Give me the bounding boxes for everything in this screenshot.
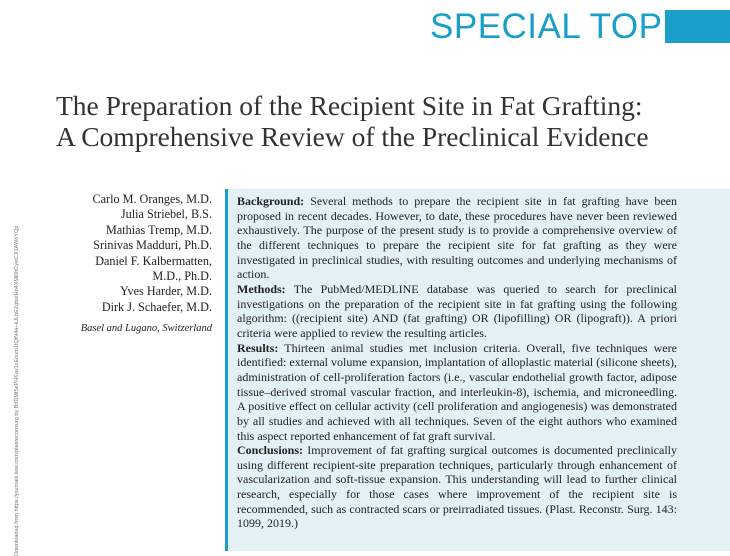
background-text: Several methods to prepare the recipient… (237, 194, 677, 282)
abstract: Background: Several methods to prepare t… (237, 194, 677, 531)
conclusions-label: Conclusions: (237, 443, 304, 458)
author-list: Carlo M. Oranges, M.D. Julia Striebel, B… (40, 192, 212, 337)
author: Dirk J. Schaefer, M.D. (101, 299, 212, 314)
abstract-conclusions: Conclusions: Improvement of fat grafting… (237, 443, 677, 531)
abstract-background: Background: Several methods to prepare t… (237, 194, 677, 282)
article-title: The Preparation of the Recipient Site in… (56, 90, 649, 152)
author: Daniel F. Kalbermatten, (95, 253, 212, 268)
author: Carlo M. Oranges, M.D. (92, 192, 213, 206)
banner-label: SPECIAL TOPIC (430, 7, 699, 46)
conclusions-text: Improvement of fat grafting surgical out… (237, 443, 678, 516)
download-watermark: Downloaded from https://journals.lww.com… (14, 226, 20, 556)
banner-bar (665, 10, 730, 43)
abstract-panel (225, 189, 730, 551)
affiliation: Basel and Lugano, Switzerland (80, 323, 212, 335)
methods-text: The PubMed/MEDLINE database was queried … (237, 281, 677, 340)
results-text: Thirteen animal studies met inclusion cr… (237, 340, 677, 443)
author: Julia Striebel, B.S. (120, 207, 212, 222)
author: M.D., Ph.D. (152, 269, 212, 284)
citation: (Plast. Reconstr. Surg. 143: 1099, 2019.… (237, 501, 678, 531)
author: Yves Harder, M.D. (119, 284, 212, 299)
abstract-results: Results: Thirteen animal studies met inc… (237, 341, 677, 444)
abstract-methods: Methods: The PubMed/MEDLINE database was… (237, 282, 677, 341)
background-label: Background: (237, 194, 305, 208)
author: Srinivas Madduri, Ph.D. (93, 238, 212, 253)
results-label: Results: (237, 340, 279, 355)
author: Mathias Tremp, M.D. (106, 222, 212, 237)
methods-label: Methods: (237, 281, 286, 296)
